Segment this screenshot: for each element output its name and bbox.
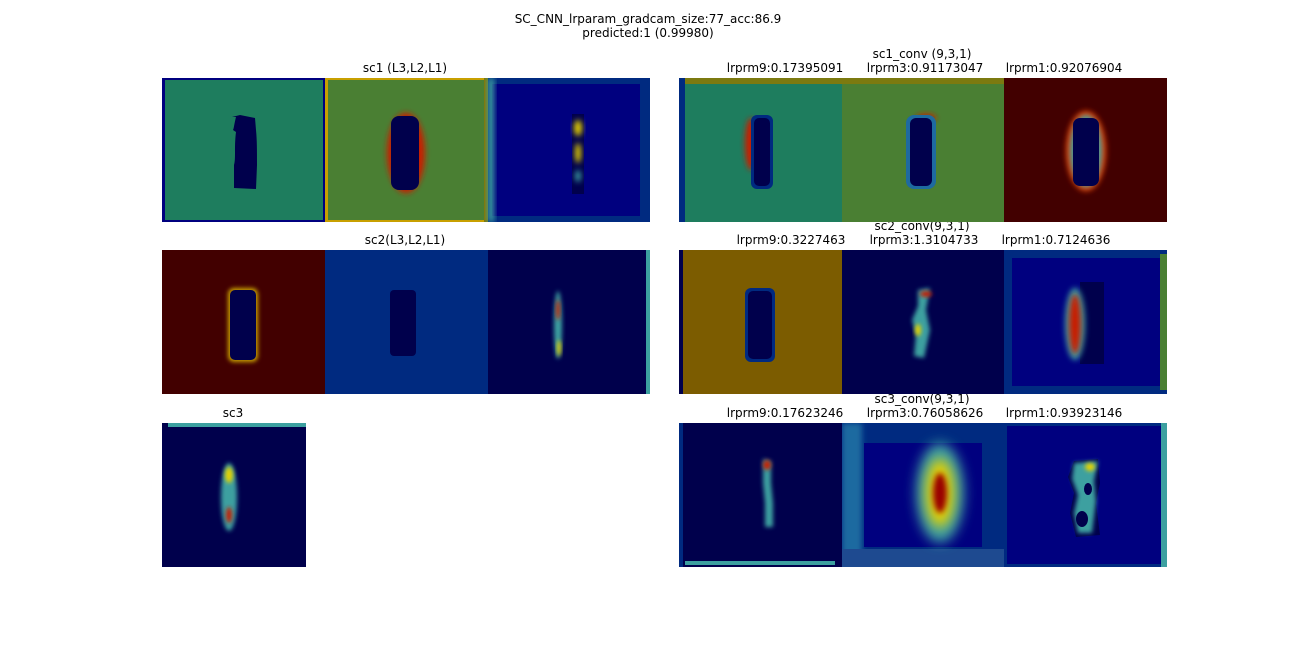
sc2-heatmap [162,250,650,394]
row3-label-1: lrprm9:0.17623246 [726,406,844,420]
sc3-heatmap [162,423,306,567]
sc3-conv-heatmap-lrprm3 [842,423,1004,567]
figure-title: SC_CNN_lrparam_gradcam_size:77_acc:86.9 [514,12,782,26]
row3-label-3: lrprm1:0.93923146 [1005,406,1123,420]
row2-label-2: lrprm3:1.3104733 [869,233,979,247]
row1-right-title: sc1_conv (9,3,1) [872,47,972,61]
row1-label-1: lrprm9:0.17395091 [726,61,844,75]
row3-right-title: sc3_conv(9,3,1) [874,392,970,406]
sc1-conv-heatmap-lrprm9 [679,78,842,222]
sc1-heatmap [162,78,650,222]
sc2-conv-heatmap-lrprm3 [842,250,1004,394]
sc3-conv-heatmap-lrprm9 [679,423,842,567]
sc1-conv-heatmap-lrprm1 [1004,78,1167,222]
sc2-conv-heatmap-lrprm9 [679,250,842,394]
row3-label-2: lrprm3:0.76058626 [866,406,984,420]
figure-subtitle: predicted:1 (0.99980) [582,26,714,40]
row1-left-title: sc1 (L3,L2,L1) [362,61,448,75]
row3-left-title: sc3 [222,406,244,420]
row2-left-title: sc2(L3,L2,L1) [364,233,446,247]
sc1-conv-heatmap-lrprm3 [842,78,1004,222]
sc2-conv-heatmap-lrprm1 [1004,250,1167,394]
row1-label-3: lrprm1:0.92076904 [1005,61,1123,75]
sc3-conv-heatmap-lrprm1 [1004,423,1167,567]
row2-right-title: sc2_conv(9,3,1) [874,219,970,233]
row2-label-1: lrprm9:0.3227463 [736,233,846,247]
row2-label-3: lrprm1:0.7124636 [1001,233,1111,247]
row1-label-2: lrprm3:0.91173047 [866,61,984,75]
